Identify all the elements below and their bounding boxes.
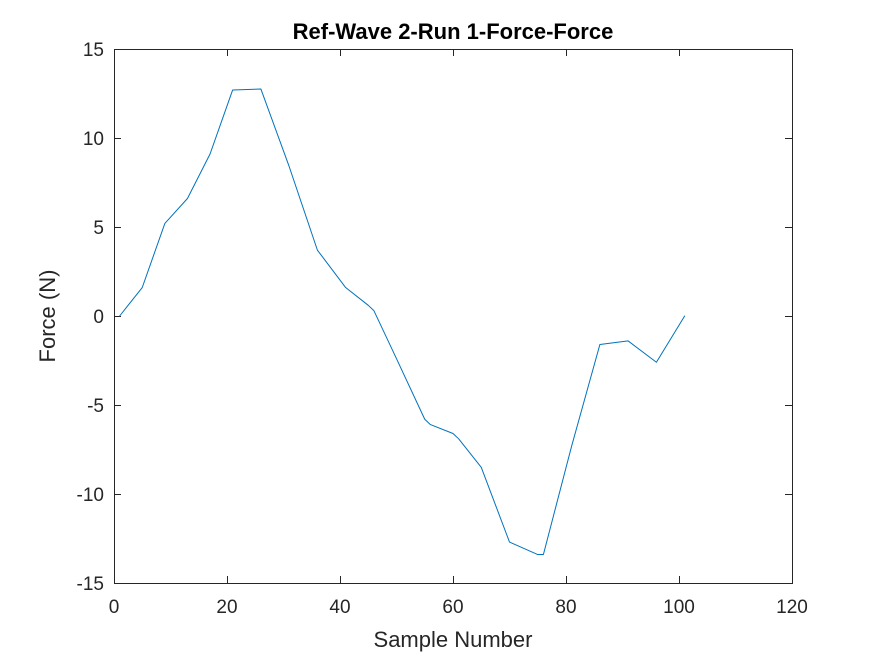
x-tick-label: 60	[442, 597, 463, 618]
y-tick-label: -15	[77, 574, 104, 595]
y-tick-label: 0	[93, 307, 104, 328]
y-tick-label: 15	[83, 40, 104, 61]
y-axis-label: Force (N)	[35, 270, 60, 363]
x-tick-label: 40	[329, 597, 350, 618]
x-tick-label: 0	[109, 597, 120, 618]
x-axis-label: Sample Number	[374, 627, 533, 652]
x-tick-label: 100	[663, 597, 695, 618]
x-tick-label: 120	[776, 597, 808, 618]
y-tick-label: -10	[77, 485, 104, 506]
y-tick-label: 5	[93, 218, 104, 239]
x-tick-label: 80	[555, 597, 576, 618]
y-tick-label: -5	[87, 396, 104, 417]
chart-title: Ref-Wave 2-Run 1-Force-Force	[293, 19, 614, 44]
y-tick-label: 10	[83, 129, 104, 150]
plot-area	[114, 49, 792, 583]
x-tick-label: 20	[216, 597, 237, 618]
